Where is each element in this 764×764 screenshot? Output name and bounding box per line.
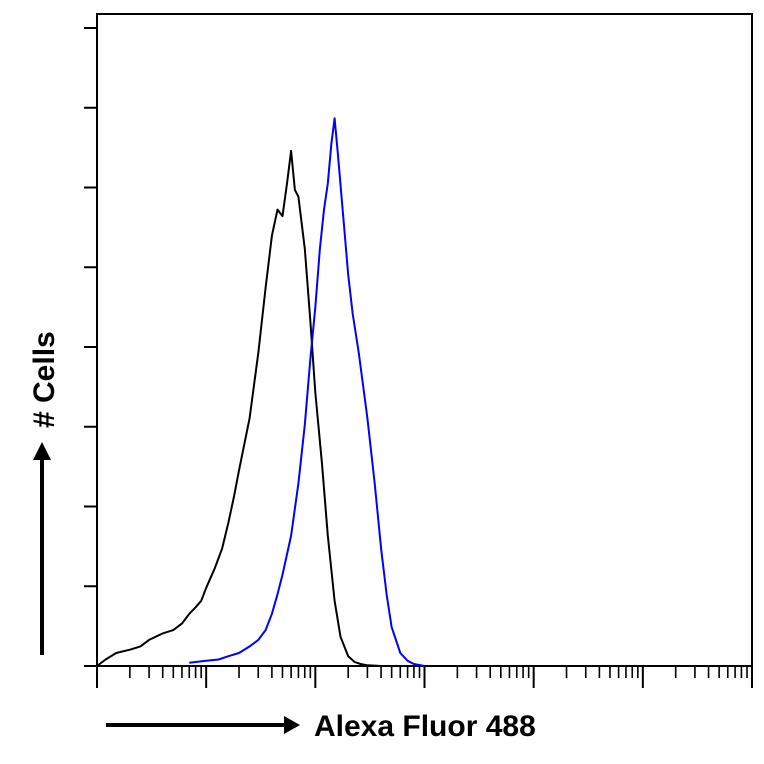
- histogram-series-1: [96, 149, 382, 667]
- x-axis-arrow-head: [284, 716, 300, 734]
- y-axis-arrow-head: [33, 442, 51, 460]
- y-axis-label: # Cells: [28, 331, 61, 428]
- histogram-series: [96, 117, 425, 667]
- x-axis-label: Alexa Fluor 488: [314, 710, 536, 743]
- histogram-series-2: [189, 117, 425, 667]
- y-axis-ticks: [84, 27, 97, 667]
- x-axis-ticks: [96, 666, 753, 688]
